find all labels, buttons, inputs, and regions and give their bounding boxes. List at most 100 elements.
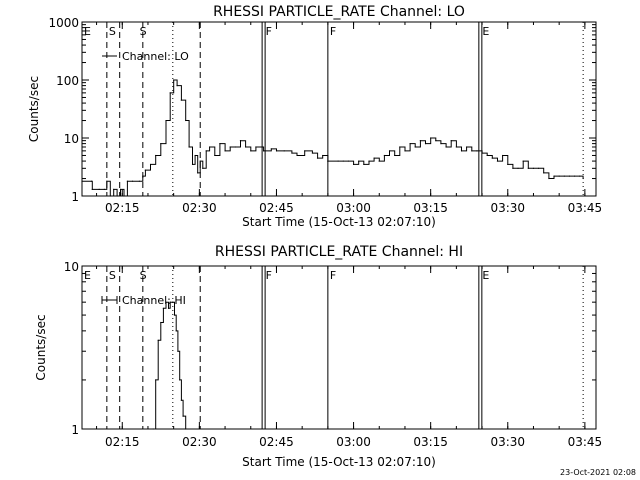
data-point bbox=[245, 146, 247, 148]
data-point bbox=[419, 140, 421, 142]
data-point bbox=[532, 167, 535, 169]
data-point bbox=[180, 399, 182, 401]
data-point bbox=[182, 415, 184, 417]
data-point bbox=[435, 140, 437, 142]
event-flag-e: E bbox=[482, 269, 489, 282]
data-point bbox=[185, 428, 187, 430]
data-point bbox=[283, 150, 285, 152]
data-point bbox=[296, 154, 298, 157]
y-tick-label: 10 bbox=[64, 260, 79, 274]
data-point bbox=[527, 167, 529, 169]
data-point bbox=[502, 154, 504, 157]
data-point bbox=[496, 160, 499, 162]
data-point bbox=[460, 150, 463, 152]
panel-lo: RHESSI PARTICLE_RATE Channel: LO 02:15 02:… bbox=[27, 4, 602, 229]
data-point bbox=[548, 177, 550, 180]
x-tick-label: 02:30 bbox=[182, 201, 217, 215]
data-point bbox=[316, 157, 319, 159]
data-point bbox=[378, 160, 380, 162]
data-point bbox=[197, 172, 199, 174]
data-point bbox=[202, 167, 204, 169]
data-point bbox=[322, 154, 324, 157]
data-point bbox=[177, 350, 179, 352]
y-tick-label: 1 bbox=[71, 423, 79, 437]
data-point bbox=[263, 150, 265, 152]
data-point bbox=[491, 157, 493, 159]
chart-title: RHESSI PARTICLE_RATE Channel: HI bbox=[215, 244, 463, 260]
x-tick-label: 02:30 bbox=[182, 435, 217, 449]
data-point bbox=[116, 195, 118, 197]
series-line bbox=[153, 301, 187, 430]
data-point bbox=[517, 167, 519, 169]
data-point bbox=[368, 160, 370, 162]
data-point bbox=[191, 163, 194, 166]
y-axis-label: Counts/sec bbox=[34, 314, 48, 380]
data-point bbox=[486, 154, 488, 157]
data-point bbox=[103, 188, 105, 190]
data-point bbox=[169, 301, 171, 303]
data-point bbox=[347, 160, 350, 162]
data-point bbox=[582, 177, 584, 180]
data-point bbox=[563, 175, 565, 177]
data-point bbox=[144, 169, 146, 171]
data-point bbox=[394, 154, 396, 157]
x-tick-label: 03:30 bbox=[490, 435, 525, 449]
data-point bbox=[512, 167, 514, 169]
timestamp-stamp: 23-Oct-2021 02:08 bbox=[560, 468, 636, 477]
data-point bbox=[172, 301, 174, 303]
x-tick-label: 03:15 bbox=[413, 435, 448, 449]
data-point bbox=[173, 79, 175, 81]
legend-entry: Channel: HI bbox=[122, 294, 186, 307]
y-tick-label: 1 bbox=[71, 190, 79, 204]
data-point bbox=[471, 150, 473, 152]
data-point bbox=[234, 146, 236, 148]
legend-entry: Channel: LO bbox=[122, 50, 189, 63]
data-point bbox=[165, 119, 167, 122]
data-point bbox=[157, 339, 159, 341]
data-point bbox=[123, 195, 125, 197]
data-point bbox=[275, 150, 278, 152]
chart-title: RHESSI PARTICLE_RATE Channel: LO bbox=[213, 4, 465, 20]
data-point bbox=[152, 428, 154, 430]
data-point bbox=[214, 154, 216, 157]
data-point bbox=[173, 314, 176, 316]
data-point bbox=[205, 150, 207, 152]
data-point bbox=[188, 146, 190, 148]
data-point bbox=[155, 154, 157, 157]
data-point bbox=[224, 150, 226, 152]
data-point bbox=[522, 160, 524, 162]
data-point bbox=[440, 143, 442, 145]
data-point bbox=[450, 140, 452, 142]
event-flag-e: E bbox=[84, 269, 91, 282]
data-point bbox=[126, 180, 129, 182]
data-point bbox=[142, 175, 144, 177]
x-tick-label: 03:45 bbox=[568, 435, 603, 449]
data-point bbox=[109, 195, 111, 197]
event-flag-f: F bbox=[266, 25, 272, 38]
y-tick-label: 100 bbox=[56, 74, 79, 88]
data-point bbox=[250, 150, 252, 152]
x-tick-label: 02:15 bbox=[105, 435, 140, 449]
data-point bbox=[160, 143, 162, 145]
data-point bbox=[194, 154, 196, 157]
data-point bbox=[363, 163, 365, 166]
data-point bbox=[167, 307, 170, 309]
data-point bbox=[455, 146, 457, 148]
plot-frame bbox=[81, 265, 597, 430]
data-point bbox=[579, 175, 581, 177]
x-axis-label: Start Time (15-Oct-13 02:07:10) bbox=[242, 215, 436, 229]
event-flag-s: S bbox=[109, 269, 116, 282]
event-flag-f: F bbox=[266, 269, 272, 282]
data-point bbox=[176, 85, 178, 87]
data-point bbox=[219, 143, 221, 145]
x-tick-label: 02:45 bbox=[259, 201, 294, 215]
data-point bbox=[311, 152, 314, 154]
data-point bbox=[165, 301, 167, 303]
data-point bbox=[199, 160, 201, 162]
data-point bbox=[239, 140, 242, 142]
x-tick-label: 03:30 bbox=[490, 201, 525, 215]
data-point bbox=[229, 146, 231, 148]
data-point bbox=[558, 175, 560, 177]
data-point bbox=[430, 137, 432, 139]
data-point bbox=[337, 160, 339, 162]
